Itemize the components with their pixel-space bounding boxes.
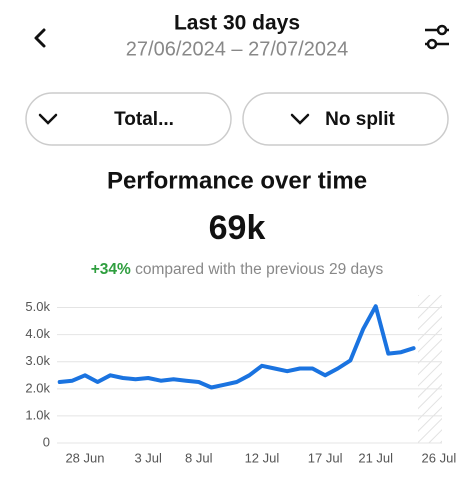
y-tick-label: 5.0k (25, 299, 50, 314)
x-tick-label: 8 Jul (185, 450, 213, 465)
y-tick-label: 2.0k (25, 380, 50, 395)
header-subtitle: 27/06/2024 – 27/07/2024 (126, 38, 348, 60)
filter-button[interactable] (425, 24, 449, 50)
back-button[interactable] (34, 28, 46, 48)
chevron (290, 113, 310, 125)
comparison-text: compared with the previous 29 days (135, 261, 383, 278)
y-tick-label: 3.0k (25, 353, 50, 368)
x-tick-label: 12 Jul (245, 450, 280, 465)
dropdown-label: No split (325, 109, 395, 130)
series-line (57, 304, 416, 390)
y-tick-label: 4.0k (25, 326, 50, 341)
change: +34% (91, 261, 131, 278)
incomplete-region (418, 295, 442, 443)
x-tick-label: 28 Jun (65, 450, 104, 465)
chevron (38, 113, 58, 125)
split-dropdown[interactable] (242, 92, 449, 146)
dropdown-label: Total... (114, 109, 174, 130)
header-title: Last 30 days (174, 12, 300, 35)
total-value: 69k (209, 209, 266, 247)
x-tick-label: 21 Jul (358, 450, 393, 465)
comparison: +34% compared with the previous 29 days (91, 261, 384, 278)
y-tick-label: 0 (43, 434, 50, 449)
chart-title: Performance over time (107, 167, 367, 194)
metric-dropdown[interactable] (25, 92, 232, 146)
x-tick-label: 3 Jul (134, 450, 162, 465)
y-tick-label: 1.0k (25, 407, 50, 422)
x-tick-label: 26 Jul (422, 450, 457, 465)
x-tick-label: 17 Jul (308, 450, 343, 465)
